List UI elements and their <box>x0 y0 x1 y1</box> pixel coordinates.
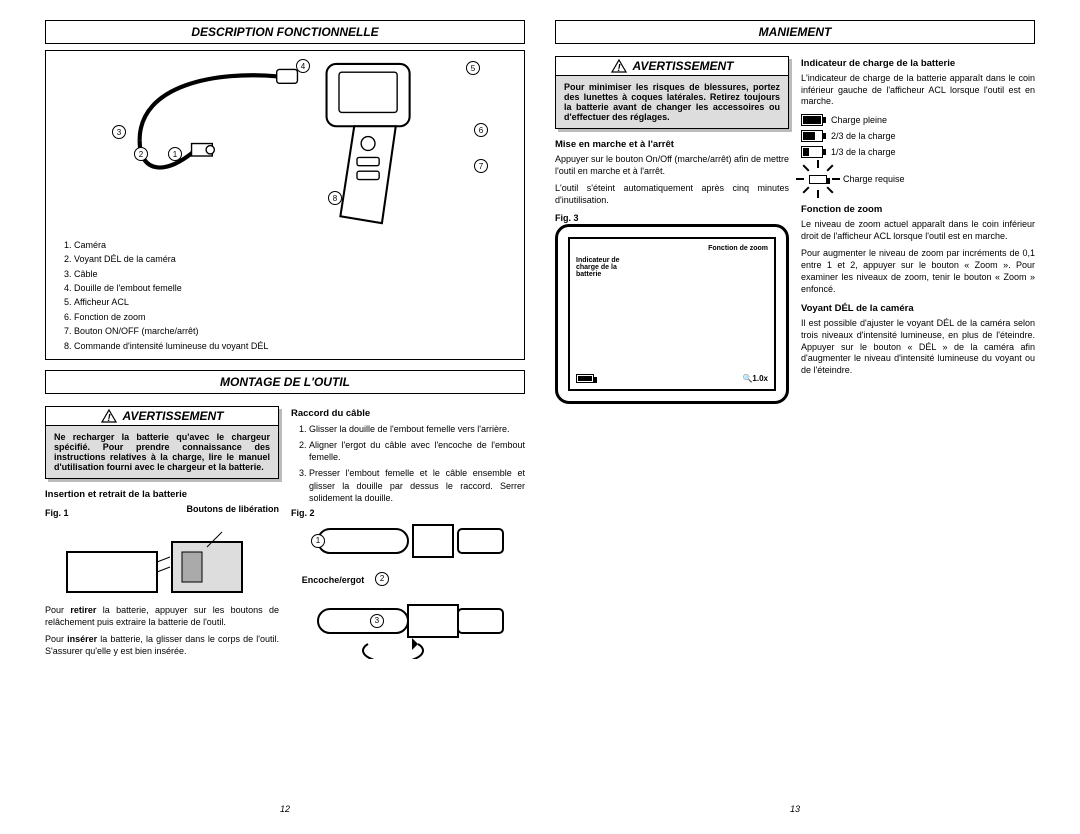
p-mise2: L'outil s'éteint automatiquement après c… <box>555 183 789 206</box>
part-3: Câble <box>74 267 268 281</box>
callout-1: 1 <box>168 147 182 161</box>
section-header-description: DESCRIPTION FONCTIONNELLE <box>45 20 525 44</box>
montage-left-col: ! AVERTISSEMENT Ne recharger la batterie… <box>45 400 279 676</box>
warning-header-2: ! AVERTISSEMENT <box>556 57 788 76</box>
p-retirer: Pour retirerPour retirer la batterie, ap… <box>45 605 279 628</box>
raccord-step-1: Glisser la douille de l'embout femelle v… <box>309 423 525 435</box>
callout-7: 7 <box>474 159 488 173</box>
fig2-callout-3: 3 <box>370 614 384 628</box>
callout-3: 3 <box>112 125 126 139</box>
fig1-label: Fig. 1 <box>45 508 69 518</box>
p-inserer: Pour insérer la batterie, la glisser dan… <box>45 634 279 657</box>
p-indicateur: L'indicateur de charge de la batterie ap… <box>801 73 1035 108</box>
callout-5: 5 <box>466 61 480 75</box>
fig1-svg <box>45 522 279 602</box>
parts-list: Caméra Voyant DÉL de la caméra Câble Dou… <box>56 238 268 353</box>
p-voyant: Il est possible d'ajuster le voyant DÉL … <box>801 318 1035 376</box>
battery-full-label: Charge pleine <box>831 115 887 125</box>
fig2-caption: Encoche/ergot <box>302 575 365 585</box>
warning-box-safety: ! AVERTISSEMENT Pour minimiser les risqu… <box>555 56 789 129</box>
raccord-step-2: Aligner l'ergot du câble avec l'encoche … <box>309 439 525 463</box>
part-4: Douille de l'embout femelle <box>74 281 268 295</box>
p-zoom1: Le niveau de zoom actuel apparaît dans l… <box>801 219 1035 242</box>
warning-icon: ! <box>101 409 117 423</box>
heading-indicateur: Indicateur de charge de la batterie <box>801 58 1035 69</box>
callout-6: 6 <box>474 123 488 137</box>
warning-text: Ne recharger la batterie qu'avec le char… <box>46 426 278 478</box>
fig3-label: Fig. 3 <box>555 213 579 223</box>
battery-23-row: 2/3 de la charge <box>801 130 1035 142</box>
functional-figure: 3 2 1 4 5 6 7 8 Caméra Voyant DÉL de la … <box>45 50 525 360</box>
battery-req-icon <box>801 162 835 196</box>
heading-zoom: Fonction de zoom <box>801 204 1035 215</box>
maniement-left-col: ! AVERTISSEMENT Pour minimiser les risqu… <box>555 50 789 404</box>
heading-mise: Mise en marche et à l'arrêt <box>555 139 789 150</box>
warning-text-2: Pour minimiser les risques de blessures,… <box>556 76 788 128</box>
fig3-screen: Fonction de zoom Indicateur de charge de… <box>568 237 776 391</box>
warning-label-2: AVERTISSEMENT <box>633 59 734 73</box>
warning-label: AVERTISSEMENT <box>123 409 224 423</box>
fig3-device: Fonction de zoom Indicateur de charge de… <box>555 224 789 404</box>
p-mise1: Appuyer sur le bouton On/Off (marche/arr… <box>555 154 789 177</box>
tool-diagram-svg <box>52 57 518 237</box>
montage-right-col: Raccord du câble Glisser la douille de l… <box>291 400 525 676</box>
battery-23-label: 2/3 de la charge <box>831 131 896 141</box>
raccord-step-3: Presser l'embout femelle et le câble ens… <box>309 467 525 503</box>
part-1: Caméra <box>74 238 268 252</box>
part-8: Commande d'intensité lumineuse du voyant… <box>74 339 268 353</box>
section-header-montage: MONTAGE DE L'OUTIL <box>45 370 525 394</box>
warning-box-charger: ! AVERTISSEMENT Ne recharger la batterie… <box>45 406 279 479</box>
page-number-12: 12 <box>45 804 525 814</box>
battery-full-icon <box>801 114 823 126</box>
callout-8: 8 <box>328 191 342 205</box>
raccord-steps: Glisser la douille de l'embout femelle v… <box>291 423 525 504</box>
part-6: Fonction de zoom <box>74 310 268 324</box>
battery-13-icon <box>801 146 823 158</box>
part-2: Voyant DÉL de la caméra <box>74 252 268 266</box>
warning-icon: ! <box>611 59 627 73</box>
maniement-right-col: Indicateur de charge de la batterie L'in… <box>801 50 1035 404</box>
battery-req-label: Charge requise <box>843 174 905 184</box>
heading-voyant: Voyant DÉL de la caméra <box>801 303 1035 314</box>
p-zoom2: Pour augmenter le niveau de zoom par inc… <box>801 248 1035 295</box>
fig2-callout-1: 1 <box>311 534 325 548</box>
fig3-zoom-value: 🔍1.0x <box>742 374 768 383</box>
fig2-label: Fig. 2 <box>291 508 315 518</box>
page-number-13: 13 <box>555 804 1035 814</box>
callout-4: 4 <box>296 59 310 73</box>
battery-23-icon <box>801 130 823 142</box>
section-header-maniement: MANIEMENT <box>555 20 1035 44</box>
fig2-callout-2: 2 <box>375 572 389 586</box>
part-7: Bouton ON/OFF (marche/arrêt) <box>74 324 268 338</box>
page-12: DESCRIPTION FONCTIONNELLE 3 2 1 4 <box>30 20 540 814</box>
fig3-zoom-label: Fonction de zoom <box>576 245 768 252</box>
fig3-battery-indicator <box>576 374 594 383</box>
callout-2: 2 <box>134 147 148 161</box>
part-5: Afficheur ACL <box>74 295 268 309</box>
heading-raccord: Raccord du câble <box>291 408 525 419</box>
warning-header: ! AVERTISSEMENT <box>46 407 278 426</box>
fig1-caption: Boutons de libération <box>75 504 279 514</box>
battery-full-row: Charge pleine <box>801 114 1035 126</box>
battery-13-row: 1/3 de la charge <box>801 146 1035 158</box>
fig3-batt-label: Indicateur de charge de la batterie <box>576 257 636 278</box>
battery-req-row: Charge requise <box>801 162 1035 196</box>
battery-13-label: 1/3 de la charge <box>831 147 896 157</box>
page-13: MANIEMENT ! AVERTISSEMENT Pour minimiser… <box>540 20 1050 814</box>
fig2-svg <box>291 519 525 659</box>
heading-insertion: Insertion et retrait de la batterie <box>45 489 279 500</box>
